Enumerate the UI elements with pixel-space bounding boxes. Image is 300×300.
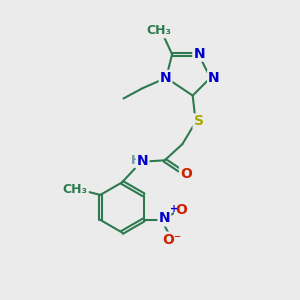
Text: N: N: [158, 212, 170, 226]
Text: N: N: [137, 154, 148, 168]
Text: S: S: [194, 114, 204, 128]
Text: CH₃: CH₃: [63, 182, 88, 196]
Text: O: O: [175, 202, 187, 217]
Text: H: H: [131, 154, 141, 167]
Text: CH₃: CH₃: [146, 24, 171, 37]
Text: N: N: [208, 71, 220, 85]
Text: +: +: [169, 204, 178, 214]
Text: N: N: [160, 71, 171, 85]
Text: N: N: [194, 47, 205, 61]
Text: O: O: [180, 167, 192, 181]
Text: O⁻: O⁻: [162, 233, 181, 247]
